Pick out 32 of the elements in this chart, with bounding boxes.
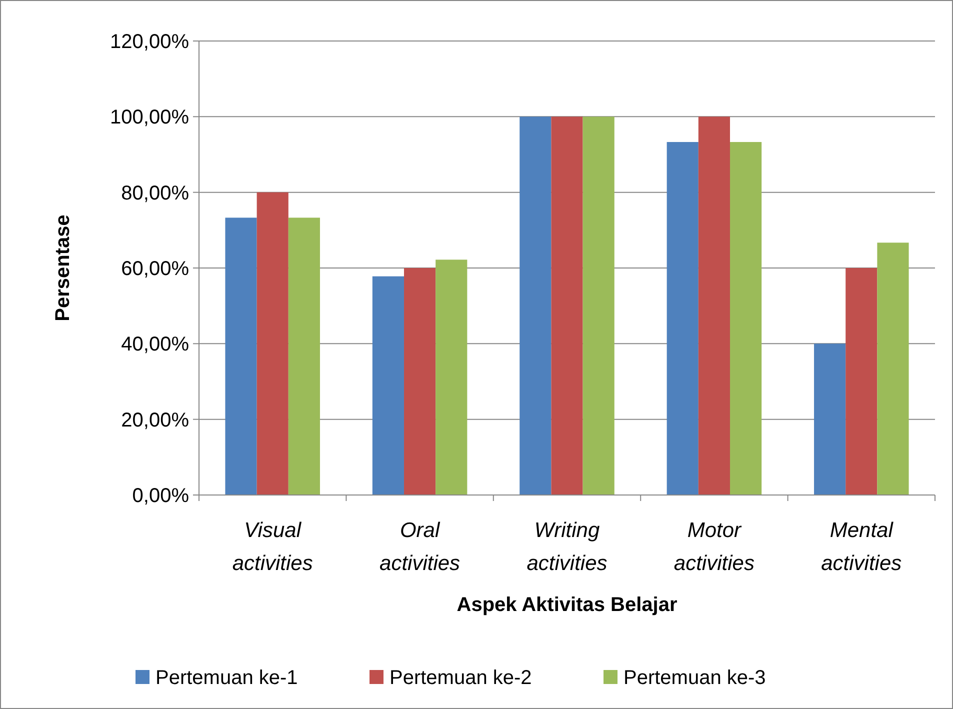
y-tick-label: 20,00% [121,409,190,432]
bar [730,142,762,495]
x-tick-label: Mental activities [821,519,902,575]
bar [582,116,614,495]
x-tick-label: Writing activities [526,519,608,575]
x-tick-label: Motor activities [674,519,755,575]
bar [288,218,320,495]
x-axis-title: Aspek Aktivitas Belajar [456,594,678,616]
bar [698,116,730,495]
y-tick-label: 100,00% [110,106,190,129]
bar [256,192,288,495]
bar [225,218,257,495]
bar [877,242,909,495]
bar [551,116,583,495]
bar [846,268,878,495]
legend-label: Pertemuan ke-1 [156,667,298,689]
bar [814,344,846,495]
bar [520,116,552,495]
y-axis-title: Persentase [52,214,74,322]
bar [372,276,404,495]
legend-label: Pertemuan ke-2 [390,667,532,689]
y-tick-label: 80,00% [121,182,190,204]
y-tick-label: 60,00% [121,258,190,280]
y-tick-label: 120,00% [110,31,190,53]
bar [666,142,698,495]
bar [404,268,436,495]
legend-label: Pertemuan ke-3 [624,667,766,689]
bar [436,260,468,495]
x-tick-label: Oral activities [380,519,461,575]
y-tick-label: 0,00% [132,485,190,507]
x-tick-label: Visual activities [232,519,314,575]
y-tick-label: 40,00% [121,334,190,356]
